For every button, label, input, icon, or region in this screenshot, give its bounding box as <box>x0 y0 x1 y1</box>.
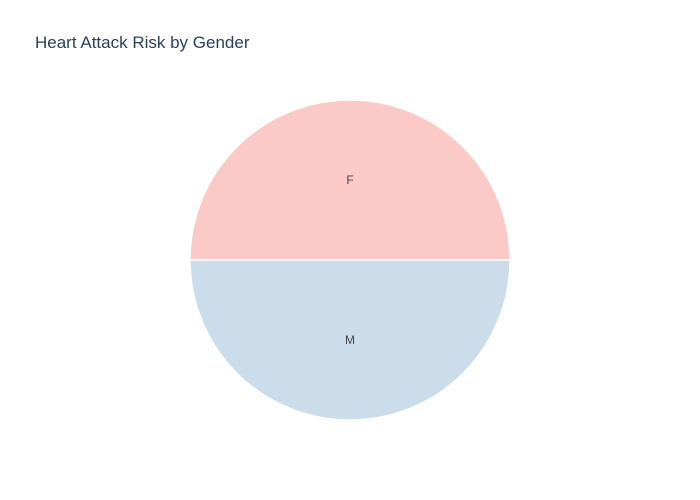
chart-title: Heart Attack Risk by Gender <box>35 33 250 52</box>
slice-label-m: M <box>345 333 355 347</box>
pie-slice-f[interactable] <box>189 99 511 261</box>
slice-label-f: F <box>346 173 353 187</box>
pie-slice-m[interactable] <box>189 259 511 421</box>
